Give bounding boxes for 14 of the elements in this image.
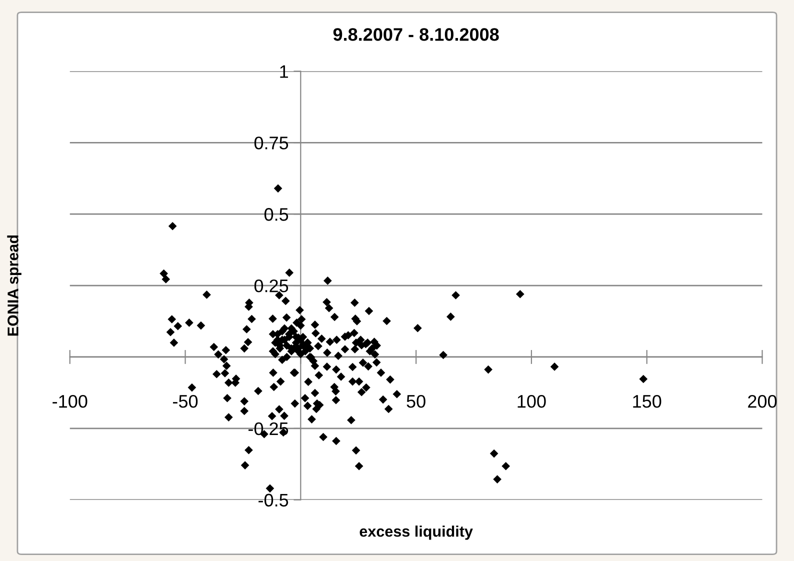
y-tick-label: -0.5 (258, 494, 288, 507)
x-tick-label: 50 (406, 394, 426, 408)
x-tick-label: 200 (748, 394, 777, 408)
x-tick-label: -100 (52, 394, 88, 408)
chart-title: 9.8.2007 - 8.10.2008 (333, 28, 499, 41)
x-axis-title: excess liquidity (360, 526, 473, 540)
y-tick-label: 1 (280, 65, 288, 78)
y-tick-label: 0.5 (264, 208, 288, 221)
y-axis-title: EONIA spread (7, 235, 22, 336)
y-tick-label: 0.25 (254, 279, 288, 292)
x-tick-label: -50 (173, 394, 198, 408)
x-tick-label: 100 (518, 394, 546, 408)
x-tick-label: 150 (633, 394, 662, 408)
y-tick-label: 0.75 (254, 136, 288, 150)
